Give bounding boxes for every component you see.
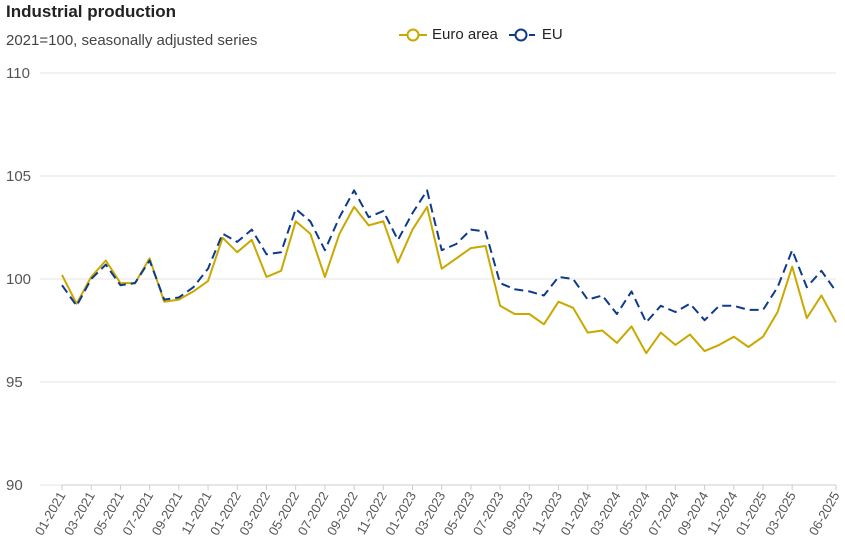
series-line-eu[interactable] (61, 189, 837, 324)
y-tick-label: 95 (6, 374, 23, 391)
series-lines (61, 189, 837, 355)
y-tick-label: 90 (6, 477, 23, 494)
legend-marker-euro-area-icon (399, 28, 427, 41)
chart-title: Industrial production (6, 2, 176, 21)
legend-label-euro-area: Euro area (432, 26, 498, 43)
y-axis: 90 95 100 105 110 (6, 65, 31, 494)
legend-item-eu[interactable]: EU (508, 26, 563, 43)
y-tick-label: 100 (6, 271, 31, 288)
legend: Euro area EU (398, 26, 573, 43)
legend-item-euro-area[interactable]: Euro area (398, 26, 498, 43)
x-axis: 01-202103-202105-202107-202109-202111-20… (32, 484, 843, 538)
y-tick-label: 110 (6, 65, 30, 82)
y-tick-label: 105 (6, 168, 31, 185)
legend-marker-eu-icon (508, 28, 537, 41)
x-tick-label: 06-2025 (806, 489, 843, 538)
legend-label-eu: EU (541, 26, 563, 43)
series-line-euro-area[interactable] (61, 205, 837, 355)
chart-subtitle: 2021=100, seasonally adjusted series (6, 32, 258, 49)
grid-lines (40, 72, 836, 486)
